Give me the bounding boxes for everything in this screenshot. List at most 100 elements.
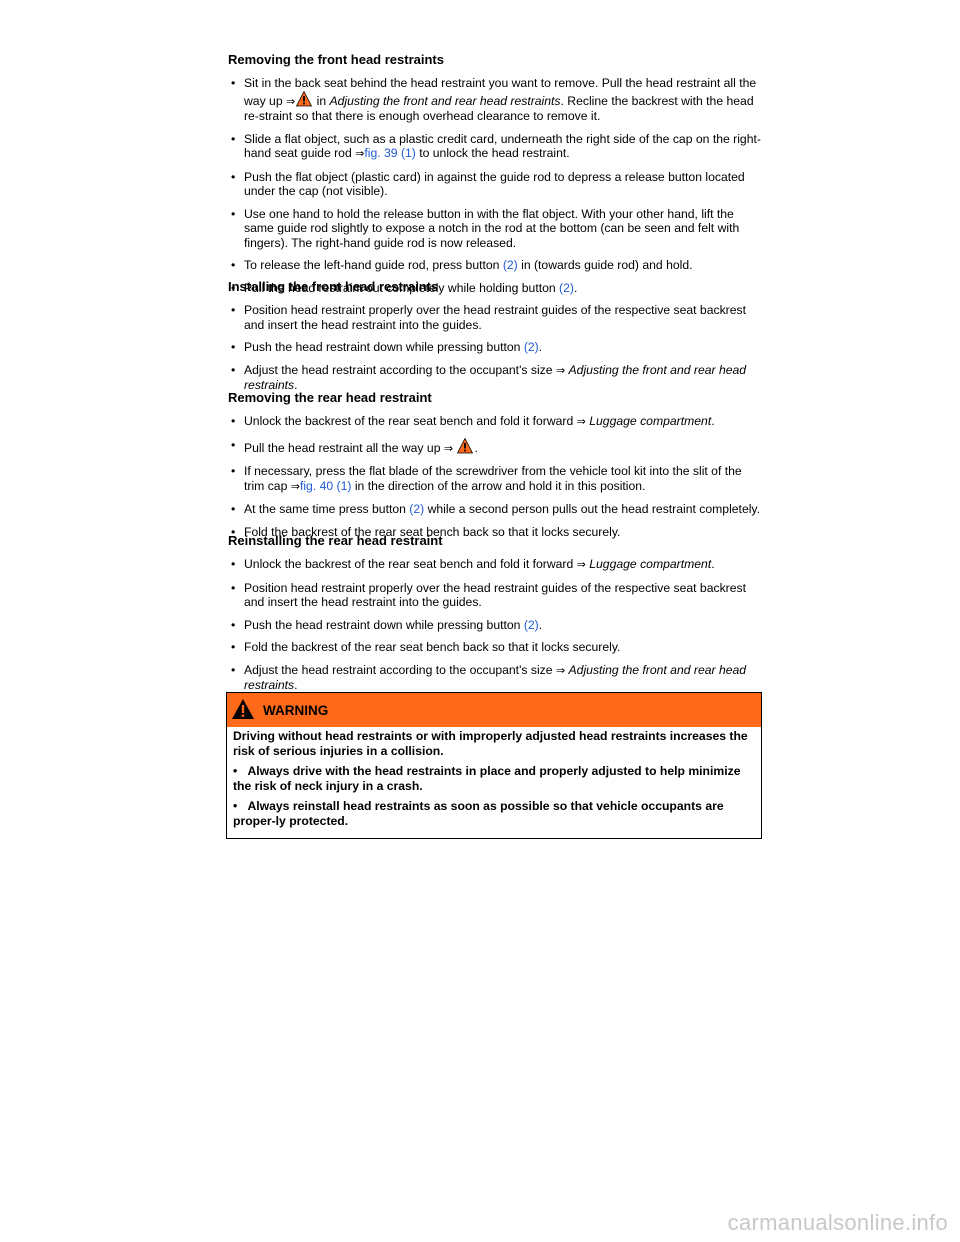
instruction-text: Push the head restraint down while press… (244, 340, 524, 354)
bullet: • (231, 617, 236, 632)
instruction-item: • Pull the head restraint out completely … (228, 281, 762, 296)
instruction-list: • Unlock the backrest of the rear seat be… (228, 557, 762, 693)
instruction-text: Position head restraint properly over th… (244, 580, 746, 610)
arrow-right-icon: ⇒ (443, 441, 454, 455)
instruction-text: Pull the head restraint out completely w… (244, 280, 560, 295)
instruction-text: . (538, 340, 543, 354)
bullet: • (231, 502, 236, 516)
instruction-item: • At the same time press button (2) while… (228, 502, 762, 517)
bullet: • (231, 662, 236, 677)
bullet: • (231, 580, 236, 595)
instruction-text: Sit in the back seat behind the head res… (244, 76, 757, 108)
instruction-list: • Position head restraint properly over t… (228, 303, 762, 393)
cross-reference-link[interactable]: Luggage compartment (589, 557, 712, 571)
instruction-item: • Use one hand to hold the release button… (228, 207, 762, 251)
instruction-text: . Recline the backrest with the head re-… (244, 93, 754, 124)
figure-link[interactable]: fig. 39 (1) (364, 146, 416, 160)
cross-reference-link[interactable]: Adjusting the front and rear head restra… (244, 362, 747, 393)
instruction-text: At the same time press button (244, 502, 410, 516)
bullet: • (231, 362, 236, 377)
instruction-text: Push the flat object (plastic card) in a… (244, 169, 745, 199)
figure-link[interactable]: (2) (559, 280, 574, 295)
instruction-text: . (573, 280, 578, 295)
instruction-text: Adjust the head restraint according to t… (244, 362, 556, 377)
cross-reference-link[interactable]: Adjusting the front and rear head restra… (244, 662, 747, 693)
bullet: • (231, 131, 236, 146)
arrow-right-icon: ⇒ (286, 94, 296, 108)
bullet: • (231, 76, 236, 90)
instruction-item: • Position head restraint properly over t… (228, 303, 762, 332)
instruction-text: in (313, 93, 330, 108)
instruction-item: • Sit in the back seat behind the head re… (228, 76, 762, 124)
figure-link[interactable]: (2) (523, 617, 539, 632)
watermark: carmanualsonline.info (727, 1210, 948, 1235)
figure-link[interactable]: (2) (409, 502, 425, 516)
instruction-item: • Push the head restraint down while pres… (228, 340, 762, 355)
instruction-item: • If necessary, press the flat blade of t… (228, 464, 762, 494)
bullet: • (231, 557, 236, 571)
instruction-text: To release the left-hand guide rod, pres… (244, 258, 503, 272)
warning-item-text: Always reinstall head restraints as soon… (233, 799, 724, 828)
instruction-item: • Unlock the backrest of the rear seat be… (228, 414, 762, 430)
section-heading: Installing the front head restraints (228, 279, 439, 294)
instruction-text: Pull the head restraint all the way up (244, 440, 444, 455)
figure-link[interactable]: (2) (502, 258, 518, 272)
figure-link[interactable]: (2) (523, 340, 539, 354)
bullet: • (231, 437, 236, 452)
instruction-text: Fold the backrest of the rear seat bench… (244, 640, 621, 654)
instruction-item: • Pull the head restraint all the way up … (228, 437, 762, 457)
instruction-text: . (474, 440, 478, 455)
instruction-item: • Push the flat object (plastic card) in … (228, 170, 762, 199)
bullet: • (231, 206, 236, 221)
bullet: • (233, 799, 238, 813)
section-heading: Reinstalling the rear head restraint (228, 533, 443, 548)
instruction-item: • Slide a flat object, such as a plastic … (228, 132, 762, 162)
section-remove-front: Removing the front head restraints • Sit … (228, 52, 762, 295)
instruction-text: Push the head restraint down while press… (244, 617, 524, 632)
instruction-text: If necessary, press the flat blade of th… (244, 464, 742, 493)
cross-reference-link[interactable]: Adjusting the front and rear head restra… (329, 93, 561, 108)
instruction-text (453, 441, 456, 455)
instruction-item: • Fold the backrest of the rear seat benc… (228, 525, 762, 540)
warning-icon[interactable] (296, 90, 313, 107)
instruction-text: Position head restraint properly over th… (244, 303, 746, 332)
bullet: • (231, 640, 236, 654)
instruction-item: • To release the left-hand guide rod, pre… (228, 258, 762, 273)
instruction-list: • Unlock the backrest of the rear seat be… (228, 414, 762, 539)
figure-link[interactable]: fig. 40 (1) (299, 478, 352, 493)
instruction-text: . (711, 557, 715, 571)
section-reinstall-rear: Reinstalling the rear head restraint • Un… (228, 533, 762, 693)
warning-icon (232, 699, 254, 719)
instruction-item: • Adjust the head restraint according to … (228, 663, 762, 693)
bullet: • (231, 414, 236, 428)
instruction-item: • Fold the backrest of the rear seat benc… (228, 640, 762, 655)
instruction-text: to unlock the head restraint. (415, 146, 570, 160)
bullet: • (231, 524, 236, 539)
arrow-right-icon: ⇒ (355, 147, 365, 160)
instruction-item: • Position head restraint properly over t… (228, 581, 762, 610)
instruction-text: . (538, 617, 543, 632)
instruction-list: • Sit in the back seat behind the head re… (228, 76, 762, 295)
instruction-text: Slide a flat object, such as a plastic c… (244, 131, 761, 161)
section-install-front: Installing the front head restraints • Po… (228, 279, 762, 393)
cross-reference-link[interactable]: Luggage compartment (589, 414, 712, 428)
bullet: • (233, 764, 238, 778)
instruction-text: Fold the backrest of the rear seat bench… (244, 524, 621, 539)
instruction-text: . (711, 414, 715, 428)
bullet: • (231, 303, 236, 317)
section-heading: Removing the front head restraints (228, 52, 444, 67)
arrow-right-icon: ⇒ (555, 663, 566, 677)
warning-item: • Always reinstall head restraints as so… (233, 799, 755, 828)
warning-item: • Always drive with the head restraints … (233, 764, 755, 793)
bullet: • (231, 169, 236, 184)
warning-icon[interactable] (457, 437, 474, 454)
instruction-text: while a second person pulls out the head… (424, 502, 761, 516)
warning-intro: Driving without head restraints or with … (233, 729, 748, 758)
instruction-text: Unlock the backrest of the rear seat ben… (244, 557, 577, 571)
arrow-right-icon: ⇒ (576, 558, 586, 571)
arrow-right-icon: ⇒ (576, 415, 586, 428)
warning-title: WARNING (263, 702, 329, 718)
instruction-text: Use one hand to hold the release button … (244, 206, 740, 250)
instruction-text: . (294, 378, 298, 392)
